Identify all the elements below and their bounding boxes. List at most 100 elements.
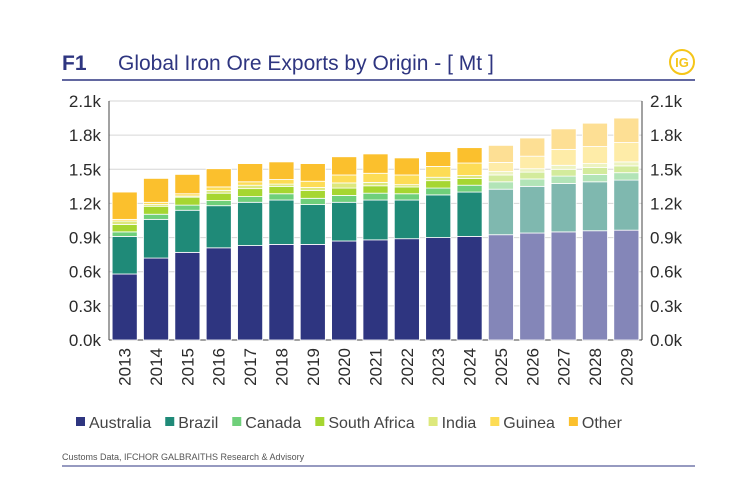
x-tick-label: 2028 [586,348,605,386]
bar-segment [582,167,608,175]
logo: IG [675,55,689,70]
bar-segment [174,204,201,211]
bar-segment [456,147,483,164]
bar-segment [393,238,420,341]
bar-segment [519,185,546,234]
bar-segment [550,231,577,341]
legend-swatch [165,417,175,426]
bar-segment [550,175,577,184]
x-tick-label: 2021 [367,348,386,386]
bar-segment [613,172,640,181]
bar-segment [237,201,264,246]
bar-segment [362,172,389,183]
bar-segment [362,181,389,187]
bar-segment [519,171,546,180]
x-tick-label: 2026 [523,348,542,386]
bar-segment [550,128,577,150]
bar-segment [519,178,546,187]
bar-segment [487,171,514,176]
legend-label: Australia [89,415,151,432]
legend-swatch [232,417,242,426]
bar-segment [456,177,483,186]
bar-segment [362,153,389,174]
bar-segment [613,161,640,167]
legend-label: India [442,415,477,432]
bar-segment [237,188,264,197]
bar-segment [299,243,326,341]
bar-segment [237,196,264,203]
bar-segment [299,187,326,191]
bar-segment [487,181,514,190]
y-tick-label: 1.8k [69,126,102,145]
legend-label: Other [582,415,623,432]
bar-segment [237,163,264,183]
bar-segment [174,251,201,341]
bar-segment [237,245,264,341]
bar-segment [205,168,232,188]
bar-segment [456,184,483,193]
bar-segment [268,199,295,245]
bar-segment [299,197,326,205]
y-tick-label: 0.0k [69,331,102,350]
bar-segment [268,179,295,185]
source: Customs Data, IFCHOR GALBRAITHS Research… [62,452,305,462]
legend-swatch [490,417,500,426]
bar-segment [393,199,420,240]
bar-segment [299,189,326,199]
bar-segment [111,273,138,341]
bar-segment [205,192,232,201]
bar-segment [174,209,201,253]
y2-tick-label: 2.1k [650,92,683,111]
y2-tick-label: 0.6k [650,263,683,282]
x-tick-label: 2023 [429,348,448,386]
bar-segment [582,230,608,341]
bar-segment [393,193,420,201]
bar-segment [487,162,514,172]
bar-segment [519,137,546,157]
bar-segment [111,224,138,233]
bar-segment [331,240,358,341]
bar-segment [111,236,138,275]
x-tick-label: 2024 [461,348,480,386]
x-tick-label: 2015 [178,348,197,386]
x-tick-label: 2019 [304,348,323,386]
x-tick-label: 2020 [335,348,354,386]
bar-segment [331,195,358,203]
bar-segment [519,232,546,341]
legend-label: Guinea [503,415,555,432]
bar-segment [519,155,546,170]
y-tick-label: 1.2k [69,194,102,213]
bar-segment [362,239,389,341]
bar-segment [331,201,358,242]
x-tick-label: 2013 [116,348,135,386]
x-tick-label: 2029 [617,348,636,386]
bar-segment [425,237,452,341]
bar-segment [613,142,640,163]
chart-title: Global Iron Ore Exports by Origin - [ Mt… [118,52,494,75]
y-tick-label: 0.3k [69,297,102,316]
y-tick-label: 0.9k [69,229,102,248]
bar-segment [613,229,640,341]
y2-tick-label: 1.5k [650,160,683,179]
bar-segment [331,187,358,196]
bar-segment [268,161,295,180]
bar-segment [456,236,483,341]
bar-segment [299,204,326,245]
legend-label: Brazil [178,415,218,432]
bar-segment [205,205,232,249]
bar-segment [393,157,420,176]
bar-segment [487,234,514,341]
y2-tick-label: 0.0k [650,331,683,350]
bar-segment [237,181,264,186]
bar-segment [582,122,608,147]
legend-swatch [568,417,578,426]
legend-swatch [428,417,438,426]
bar-segment [425,187,452,196]
bar-segment [331,174,358,184]
bar-segment [331,156,358,176]
bar-segment [393,186,420,195]
x-tick-label: 2014 [147,348,166,386]
y-tick-label: 1.5k [69,160,102,179]
y-tick-label: 2.1k [69,92,102,111]
bar-segment [582,174,608,183]
